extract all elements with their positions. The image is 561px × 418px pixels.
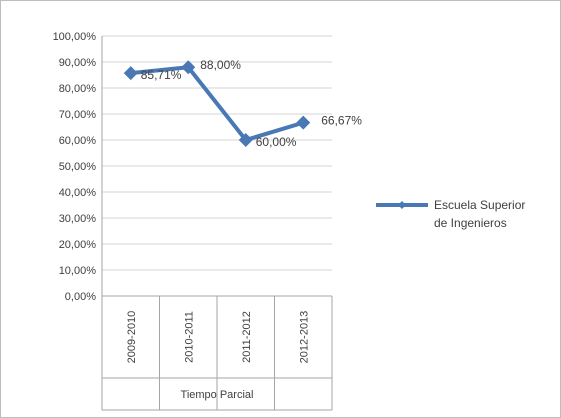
y-tick-label: 30,00%: [59, 213, 97, 225]
data-point-marker: [296, 115, 311, 130]
x-tick-label: 2010-2011: [183, 311, 195, 363]
axes: [101, 36, 333, 411]
y-tick-label: 0,00%: [65, 291, 96, 303]
y-tick-label: 70,00%: [59, 109, 97, 121]
data-label: 88,00%: [200, 58, 241, 72]
data-label: 60,00%: [256, 135, 297, 149]
y-tick-label: 20,00%: [59, 239, 97, 251]
data-point-marker: [123, 66, 138, 81]
y-tick-labels: 0,00% 10,00% 20,00% 30,00% 40,00% 50,00% 60,00…: [53, 31, 97, 303]
y-tick-label: 10,00%: [59, 265, 97, 277]
data-points: [123, 60, 311, 147]
series-lines: [130, 65, 304, 142]
x-tick-label: 2009-2010: [126, 311, 138, 364]
legend: Escuela Superior de Ingenieros: [376, 198, 525, 230]
x-tick-label: 2011-2012: [241, 311, 253, 363]
data-labels: 85,71% 88,00% 60,00% 66,67%: [141, 58, 363, 149]
y-tick-label: 50,00%: [59, 161, 97, 173]
y-tick-label: 90,00%: [59, 57, 97, 69]
data-point-marker: [238, 133, 253, 147]
y-tick-label: 80,00%: [59, 83, 97, 95]
x-tick-labels: 2009-2010 2010-2011 2011-2012 2012-2013: [126, 311, 311, 364]
legend-label: Escuela Superior: [434, 198, 525, 212]
legend-marker-swatch: [398, 201, 406, 209]
y-tick-label: 100,00%: [53, 31, 97, 43]
x-tick-label: 2012-2013: [298, 311, 310, 364]
y-tick-label: 60,00%: [59, 135, 97, 147]
y-tick-label: 40,00%: [59, 187, 97, 199]
data-label: 66,67%: [321, 114, 362, 128]
series-line: [130, 65, 304, 142]
legend-label: de Ingenieros: [434, 216, 507, 230]
x-axis-label: Tiempo Parcial: [181, 389, 254, 401]
data-label: 85,71%: [141, 68, 182, 82]
gridlines: [102, 35, 332, 271]
data-point-marker: [181, 60, 196, 75]
